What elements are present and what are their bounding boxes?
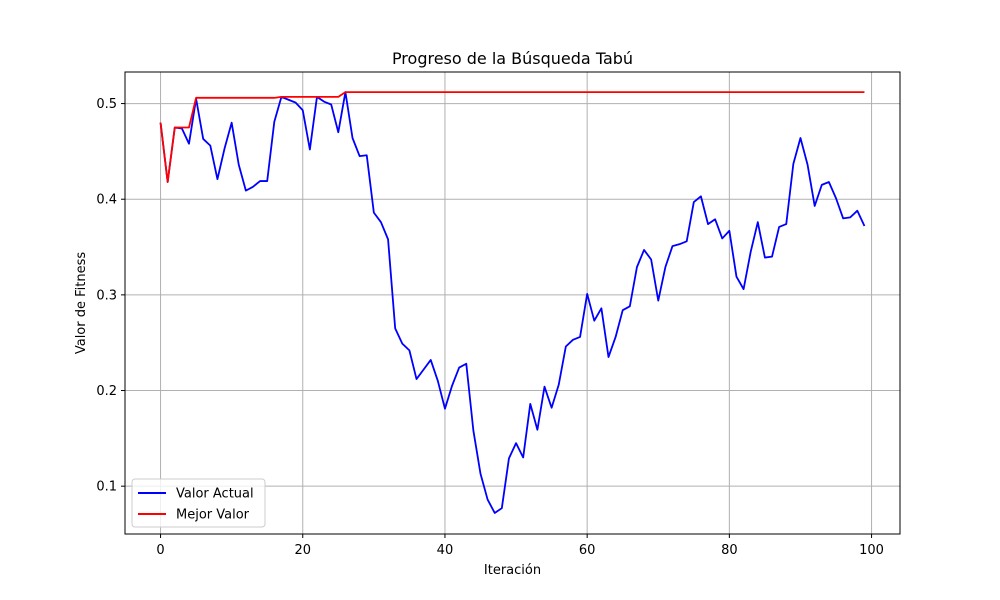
x-tick-label: 60 [579, 543, 596, 558]
series-layer [159, 91, 866, 514]
y-tick-label: 0.4 [96, 193, 117, 208]
legend: Valor Actual Mejor Valor [131, 478, 266, 528]
series-line-valor-actual [159, 91, 866, 514]
ticks: 0 20 40 60 80 100 0.1 0.2 0.3 0.4 0.5 [96, 97, 884, 558]
x-tick-label: 100 [859, 543, 884, 558]
x-tick-label: 40 [437, 543, 454, 558]
y-tick-label: 0.1 [96, 480, 117, 495]
x-tick-label: 80 [721, 543, 738, 558]
y-tick-label: 0.2 [96, 384, 117, 399]
legend-label-mejor-valor: Mejor Valor [176, 508, 250, 523]
y-tick-label: 0.5 [96, 97, 117, 112]
x-tick-label: 0 [156, 543, 164, 558]
chart-title: Progreso de la Búsqueda Tabú [392, 49, 633, 68]
legend-label-valor-actual: Valor Actual [176, 487, 254, 502]
plot-frame [124, 71, 901, 535]
series-line-mejor-valor [159, 91, 865, 183]
y-axis-label: Valor de Fitness [74, 252, 89, 355]
x-axis-label: Iteración [484, 563, 541, 578]
y-tick-label: 0.3 [96, 288, 117, 303]
x-tick-label: 20 [294, 543, 311, 558]
grid [125, 72, 900, 534]
